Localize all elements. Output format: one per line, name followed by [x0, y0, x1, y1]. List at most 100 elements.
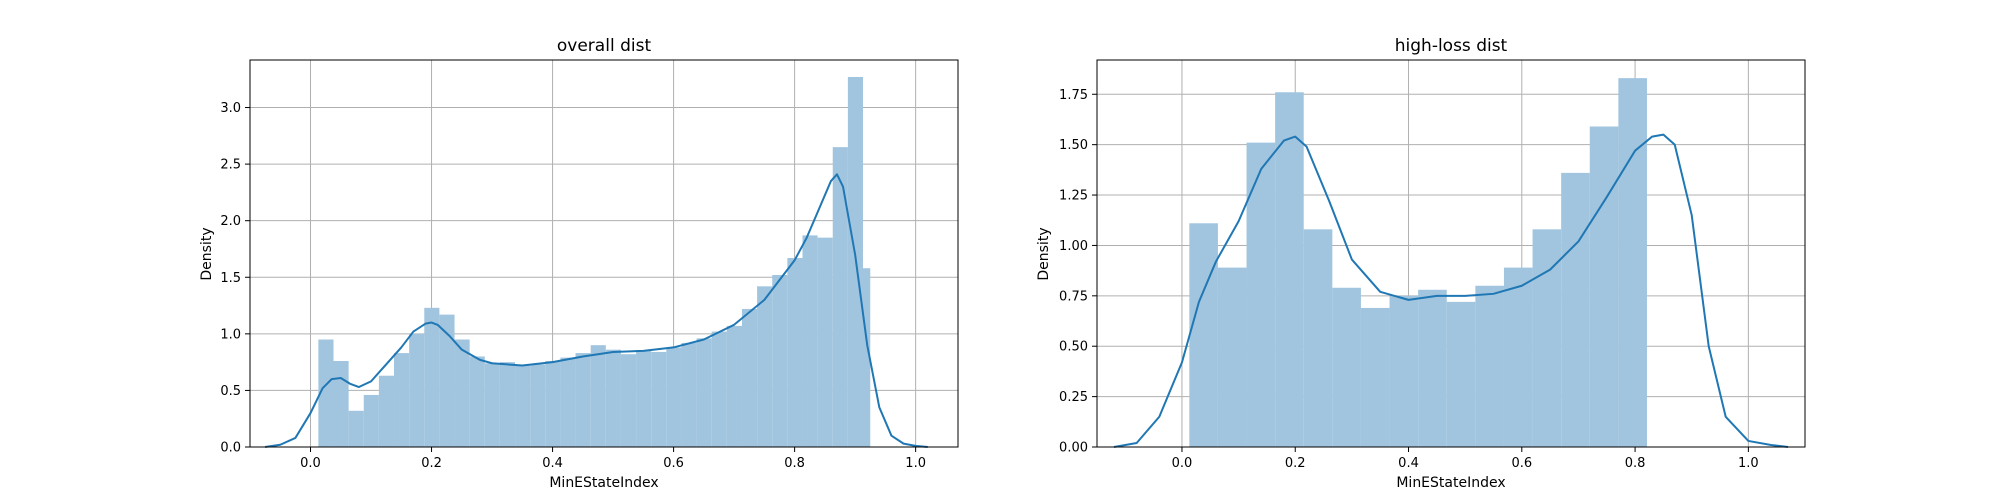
histogram-bar: [636, 350, 652, 447]
histogram-bar: [1446, 301, 1476, 447]
histogram-bar: [1303, 229, 1333, 447]
histogram-bar: [454, 339, 470, 447]
histogram-bar: [1389, 295, 1419, 447]
histogram-bar: [378, 375, 395, 447]
y-tick-label: 0.75: [1059, 289, 1088, 304]
x-tick-label: 0.2: [1285, 456, 1306, 471]
histogram-bar: [862, 268, 871, 447]
y-tick-label: 0.00: [1059, 441, 1088, 456]
histogram-bar: [772, 275, 788, 447]
chart-title: overall dist: [557, 36, 652, 56]
kde-line: [1113, 133, 1789, 448]
kde-line: [264, 173, 928, 448]
histogram-bar: [575, 353, 591, 447]
histogram-bar: [409, 333, 425, 447]
histogram-bar: [1217, 267, 1247, 447]
histogram-bar: [651, 351, 667, 447]
histogram-bar: [348, 410, 364, 447]
x-tick-label: 0.8: [784, 456, 805, 471]
axes-frame: [249, 59, 959, 448]
histogram-bar: [439, 314, 455, 447]
y-tick-label: 0.0: [220, 441, 241, 456]
y-tick-label: 1.25: [1059, 189, 1088, 204]
x-tick-label: 0.8: [1625, 456, 1646, 471]
y-tick-label: 1.50: [1059, 138, 1088, 153]
histogram-bar: [741, 308, 758, 447]
histogram-bar: [696, 338, 712, 447]
chart-overall-dist: 0.0 0.2 0.4 0.6 0.8 1.0 0.0 0.5 1.0 1.5 2.0 2.5 3.0…: [199, 36, 959, 491]
histogram-bar: [530, 364, 546, 447]
x-tick-label: 0.6: [663, 456, 684, 471]
histogram-bar: [605, 349, 621, 447]
histogram-bar: [1475, 285, 1504, 447]
kde-layer: [264, 173, 928, 448]
histogram-bar: [1275, 92, 1304, 447]
histogram-bars: [318, 76, 871, 447]
x-axis-label: MinEStateIndex: [1396, 475, 1505, 491]
histogram-bar: [1589, 126, 1619, 447]
histogram-bar: [832, 147, 848, 447]
histogram-bar: [1360, 307, 1390, 447]
histogram-bar: [726, 325, 742, 447]
histogram-bar: [318, 339, 334, 447]
y-tick-label: 0.25: [1059, 390, 1088, 405]
x-tick-label: 0.4: [1398, 456, 1419, 471]
x-tick-label: 1.0: [905, 456, 926, 471]
x-ticks: 0.0 0.2 0.4 0.6 0.8 1.0: [1172, 447, 1759, 471]
y-tick-label: 2.5: [220, 158, 241, 173]
x-tick-label: 0.4: [542, 456, 563, 471]
y-ticks: 0.00 0.25 0.50 0.75 1.00 1.25 1.50 1.75: [1059, 88, 1097, 456]
y-axis-label: Density: [199, 227, 215, 280]
y-tick-label: 0.50: [1059, 340, 1088, 355]
histogram-bar: [515, 365, 531, 447]
histogram-bar: [545, 361, 561, 447]
histogram-bar: [560, 357, 576, 447]
histogram-bar: [681, 342, 697, 447]
histogram-bar: [499, 362, 516, 447]
y-tick-label: 1.5: [220, 271, 241, 286]
chart-high-loss-dist: 0.0 0.2 0.4 0.6 0.8 1.0 0.00 0.25 0.50 0.75 1.00 1…: [1036, 36, 1806, 491]
histogram-bar: [333, 361, 349, 447]
y-tick-label: 0.5: [220, 384, 241, 399]
histogram-bars: [1189, 78, 1647, 447]
y-ticks: 0.0 0.5 1.0 1.5 2.0 2.5 3.0: [220, 101, 250, 456]
histogram-bar: [1618, 78, 1647, 447]
histogram-bar: [469, 356, 485, 447]
y-tick-label: 1.00: [1059, 239, 1088, 254]
y-axis-label: Density: [1036, 227, 1052, 280]
histogram-bar: [1503, 267, 1533, 447]
x-tick-label: 0.2: [421, 456, 442, 471]
histogram-bar: [817, 237, 833, 447]
histogram-bar: [1246, 142, 1276, 447]
histogram-bar: [666, 347, 682, 447]
x-axis-label: MinEStateIndex: [549, 475, 658, 491]
histogram-bar: [711, 331, 727, 447]
histogram-bar: [757, 286, 773, 447]
y-tick-label: 1.75: [1059, 88, 1088, 103]
y-tick-label: 3.0: [220, 101, 241, 116]
x-ticks: 0.0 0.2 0.4 0.6 0.8 1.0: [300, 447, 926, 471]
kde-layer: [1113, 133, 1789, 448]
histogram-bar: [620, 354, 637, 447]
histogram-bar: [802, 235, 818, 447]
x-tick-label: 0.0: [300, 456, 321, 471]
x-tick-label: 0.0: [1172, 456, 1193, 471]
histogram-bar: [1418, 289, 1447, 447]
histogram-bar: [484, 363, 500, 447]
histogram-bar: [590, 345, 606, 447]
histogram-bar: [1561, 172, 1590, 447]
histogram-bar: [394, 353, 410, 447]
y-tick-label: 2.0: [220, 214, 241, 229]
y-tick-label: 1.0: [220, 327, 241, 342]
histogram-bar: [787, 258, 803, 447]
chart-title: high-loss dist: [1395, 36, 1508, 56]
histogram-bar: [1532, 229, 1562, 447]
histogram-bar: [424, 307, 440, 447]
histogram-bar: [1189, 223, 1218, 447]
x-tick-label: 1.0: [1738, 456, 1759, 471]
histogram-bar: [363, 394, 379, 447]
axes-frame: [1096, 59, 1806, 448]
histogram-bar: [1332, 287, 1361, 447]
x-tick-label: 0.6: [1511, 456, 1532, 471]
